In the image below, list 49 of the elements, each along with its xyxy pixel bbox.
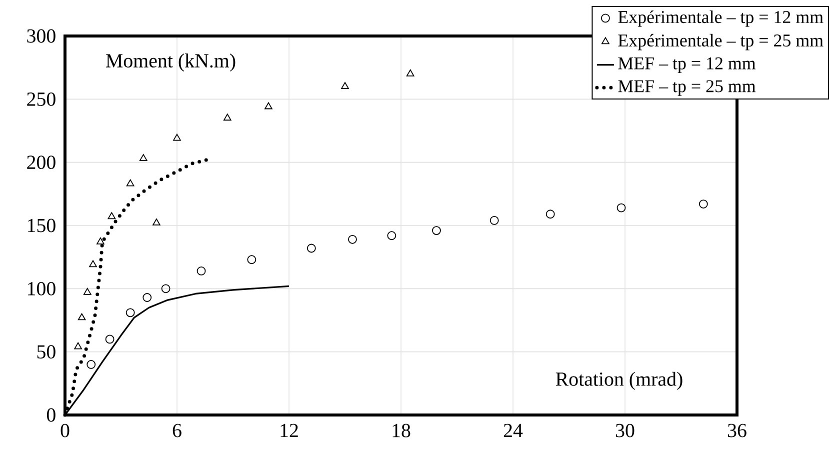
point (74, 342, 82, 350)
x-tick-label: 6 (172, 424, 182, 438)
x-tick-label: 24 (504, 424, 523, 438)
point (546, 210, 555, 219)
point (86, 360, 96, 369)
point (432, 226, 441, 235)
y-tick-label: 150 (28, 218, 56, 232)
legend-label: Expérimentale – tp = 25 mm (618, 34, 824, 50)
point (78, 313, 86, 320)
legend-label: MEF – tp = 25 mm (618, 80, 756, 96)
point (126, 308, 135, 318)
point (152, 218, 160, 226)
point (83, 288, 92, 295)
point (139, 154, 148, 161)
point (616, 203, 626, 212)
y-tick-label: 200 (27, 156, 56, 170)
x-axis-title: Rotation (mrad) (556, 372, 682, 390)
point (173, 134, 181, 141)
point (306, 244, 316, 253)
point (264, 102, 272, 110)
point (698, 200, 708, 208)
y-tick-label: 250 (27, 92, 56, 106)
point (223, 114, 232, 121)
x-tick-label: 0 (60, 424, 70, 438)
point (142, 293, 152, 302)
x-tick-label: 36 (728, 424, 746, 438)
legend-label: MEF – tp = 12 mm (618, 57, 756, 74)
point (348, 234, 357, 244)
point (406, 69, 414, 76)
y-tick-label: 100 (28, 282, 56, 296)
point (96, 237, 104, 244)
y-tick-label: 300 (27, 29, 56, 43)
point (196, 266, 206, 276)
x-tick-label: 30 (616, 424, 634, 438)
y-axis-title: Moment (kN.m) (106, 53, 236, 72)
point (341, 82, 349, 89)
point (126, 179, 134, 186)
point (89, 260, 97, 268)
x-tick-label: 12 (280, 424, 298, 438)
point (161, 284, 170, 294)
y-tick-label: 50 (37, 345, 56, 359)
y-tick-label: 0 (46, 408, 56, 422)
point (247, 255, 256, 264)
point (490, 216, 499, 225)
point (387, 231, 396, 240)
point (108, 212, 116, 220)
point (105, 334, 114, 344)
legend-label: Expérimentale – tp = 12 mm (618, 10, 824, 27)
x-tick-label: 18 (392, 424, 410, 438)
